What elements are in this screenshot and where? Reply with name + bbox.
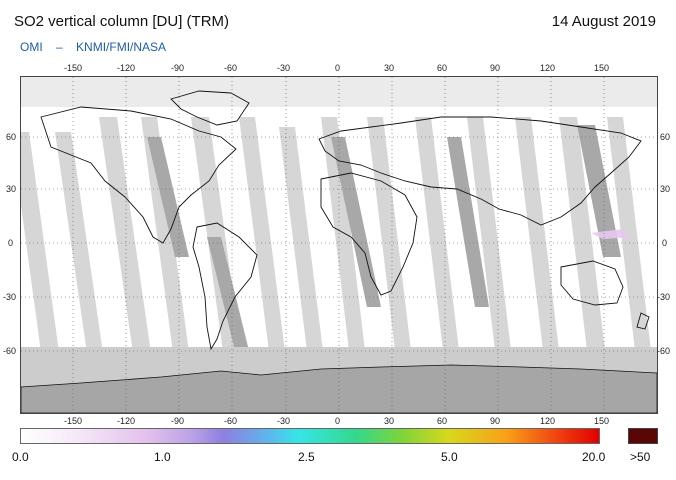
credit-instrument: OMI (20, 40, 43, 54)
lat-tick-right: 60 (660, 132, 671, 142)
lon-tick-bottom: 90 (490, 416, 501, 426)
map-graphic (21, 77, 657, 413)
lon-tick-bottom: 0 (335, 416, 341, 426)
lon-tick-bottom: 60 (437, 416, 448, 426)
lon-tick-bottom: -120 (117, 416, 136, 426)
lon-tick-top: 120 (540, 63, 556, 73)
map-date: 14 August 2019 (551, 13, 656, 30)
data-credit: OMI – KNMI/FMI/NASA (20, 40, 176, 54)
so2-plume (591, 229, 631, 239)
south-america-outline (192, 222, 258, 351)
lat-tick-right: 30 (660, 184, 671, 194)
colorbar-label: 2.5 (298, 450, 315, 464)
lat-tick-left: 30 (6, 184, 17, 194)
lon-tick-bottom: 30 (384, 416, 395, 426)
coastlines (40, 90, 650, 351)
credit-agencies: KNMI/FMI/NASA (76, 40, 167, 54)
lon-tick-bottom: 150 (594, 416, 610, 426)
lon-tick-top: 150 (594, 63, 610, 73)
lat-tick-right: 0 (662, 238, 668, 248)
lon-tick-top: -60 (224, 63, 238, 73)
lat-tick-left: -60 (3, 346, 17, 356)
colorbar-label: 0.0 (12, 450, 29, 464)
lon-tick-bottom: -90 (171, 416, 185, 426)
lon-tick-top: 90 (490, 63, 501, 73)
lat-tick-left: 0 (8, 238, 14, 248)
eurasia-outline (318, 116, 642, 226)
graticule (21, 77, 657, 413)
australia-outline (560, 260, 624, 306)
lat-tick-left: 60 (6, 132, 17, 142)
lon-tick-top: 60 (437, 63, 448, 73)
colorbar-label: 20.0 (582, 450, 606, 464)
lon-tick-bottom: -30 (277, 416, 291, 426)
north-america-outline (40, 106, 237, 244)
new-zealand-outline (636, 312, 650, 330)
so2-map (20, 76, 658, 414)
lat-tick-right: -60 (657, 346, 671, 356)
colorbar-over-swatch (628, 428, 658, 444)
lat-tick-left: -30 (3, 292, 17, 302)
colorbar-over-label: >50 (630, 450, 651, 464)
lon-tick-top: -120 (117, 63, 136, 73)
lon-tick-bottom: 120 (540, 416, 556, 426)
lon-tick-top: -90 (171, 63, 185, 73)
colorbar-gradient (20, 428, 600, 444)
lon-tick-top: -150 (64, 63, 83, 73)
credit-separator: – (56, 40, 63, 54)
colorbar-label: 5.0 (441, 450, 458, 464)
africa-outline (320, 172, 418, 296)
lon-tick-top: -30 (277, 63, 291, 73)
lon-tick-top: 0 (335, 63, 341, 73)
lon-tick-bottom: -150 (64, 416, 83, 426)
lat-tick-right: -30 (657, 292, 671, 302)
dark-gaps (147, 125, 621, 367)
colorbar-label: 1.0 (154, 450, 171, 464)
lon-tick-top: 30 (384, 63, 395, 73)
map-title: SO2 vertical column [DU] (TRM) (14, 13, 230, 30)
lon-tick-bottom: -60 (224, 416, 238, 426)
greenland-outline (170, 90, 250, 126)
